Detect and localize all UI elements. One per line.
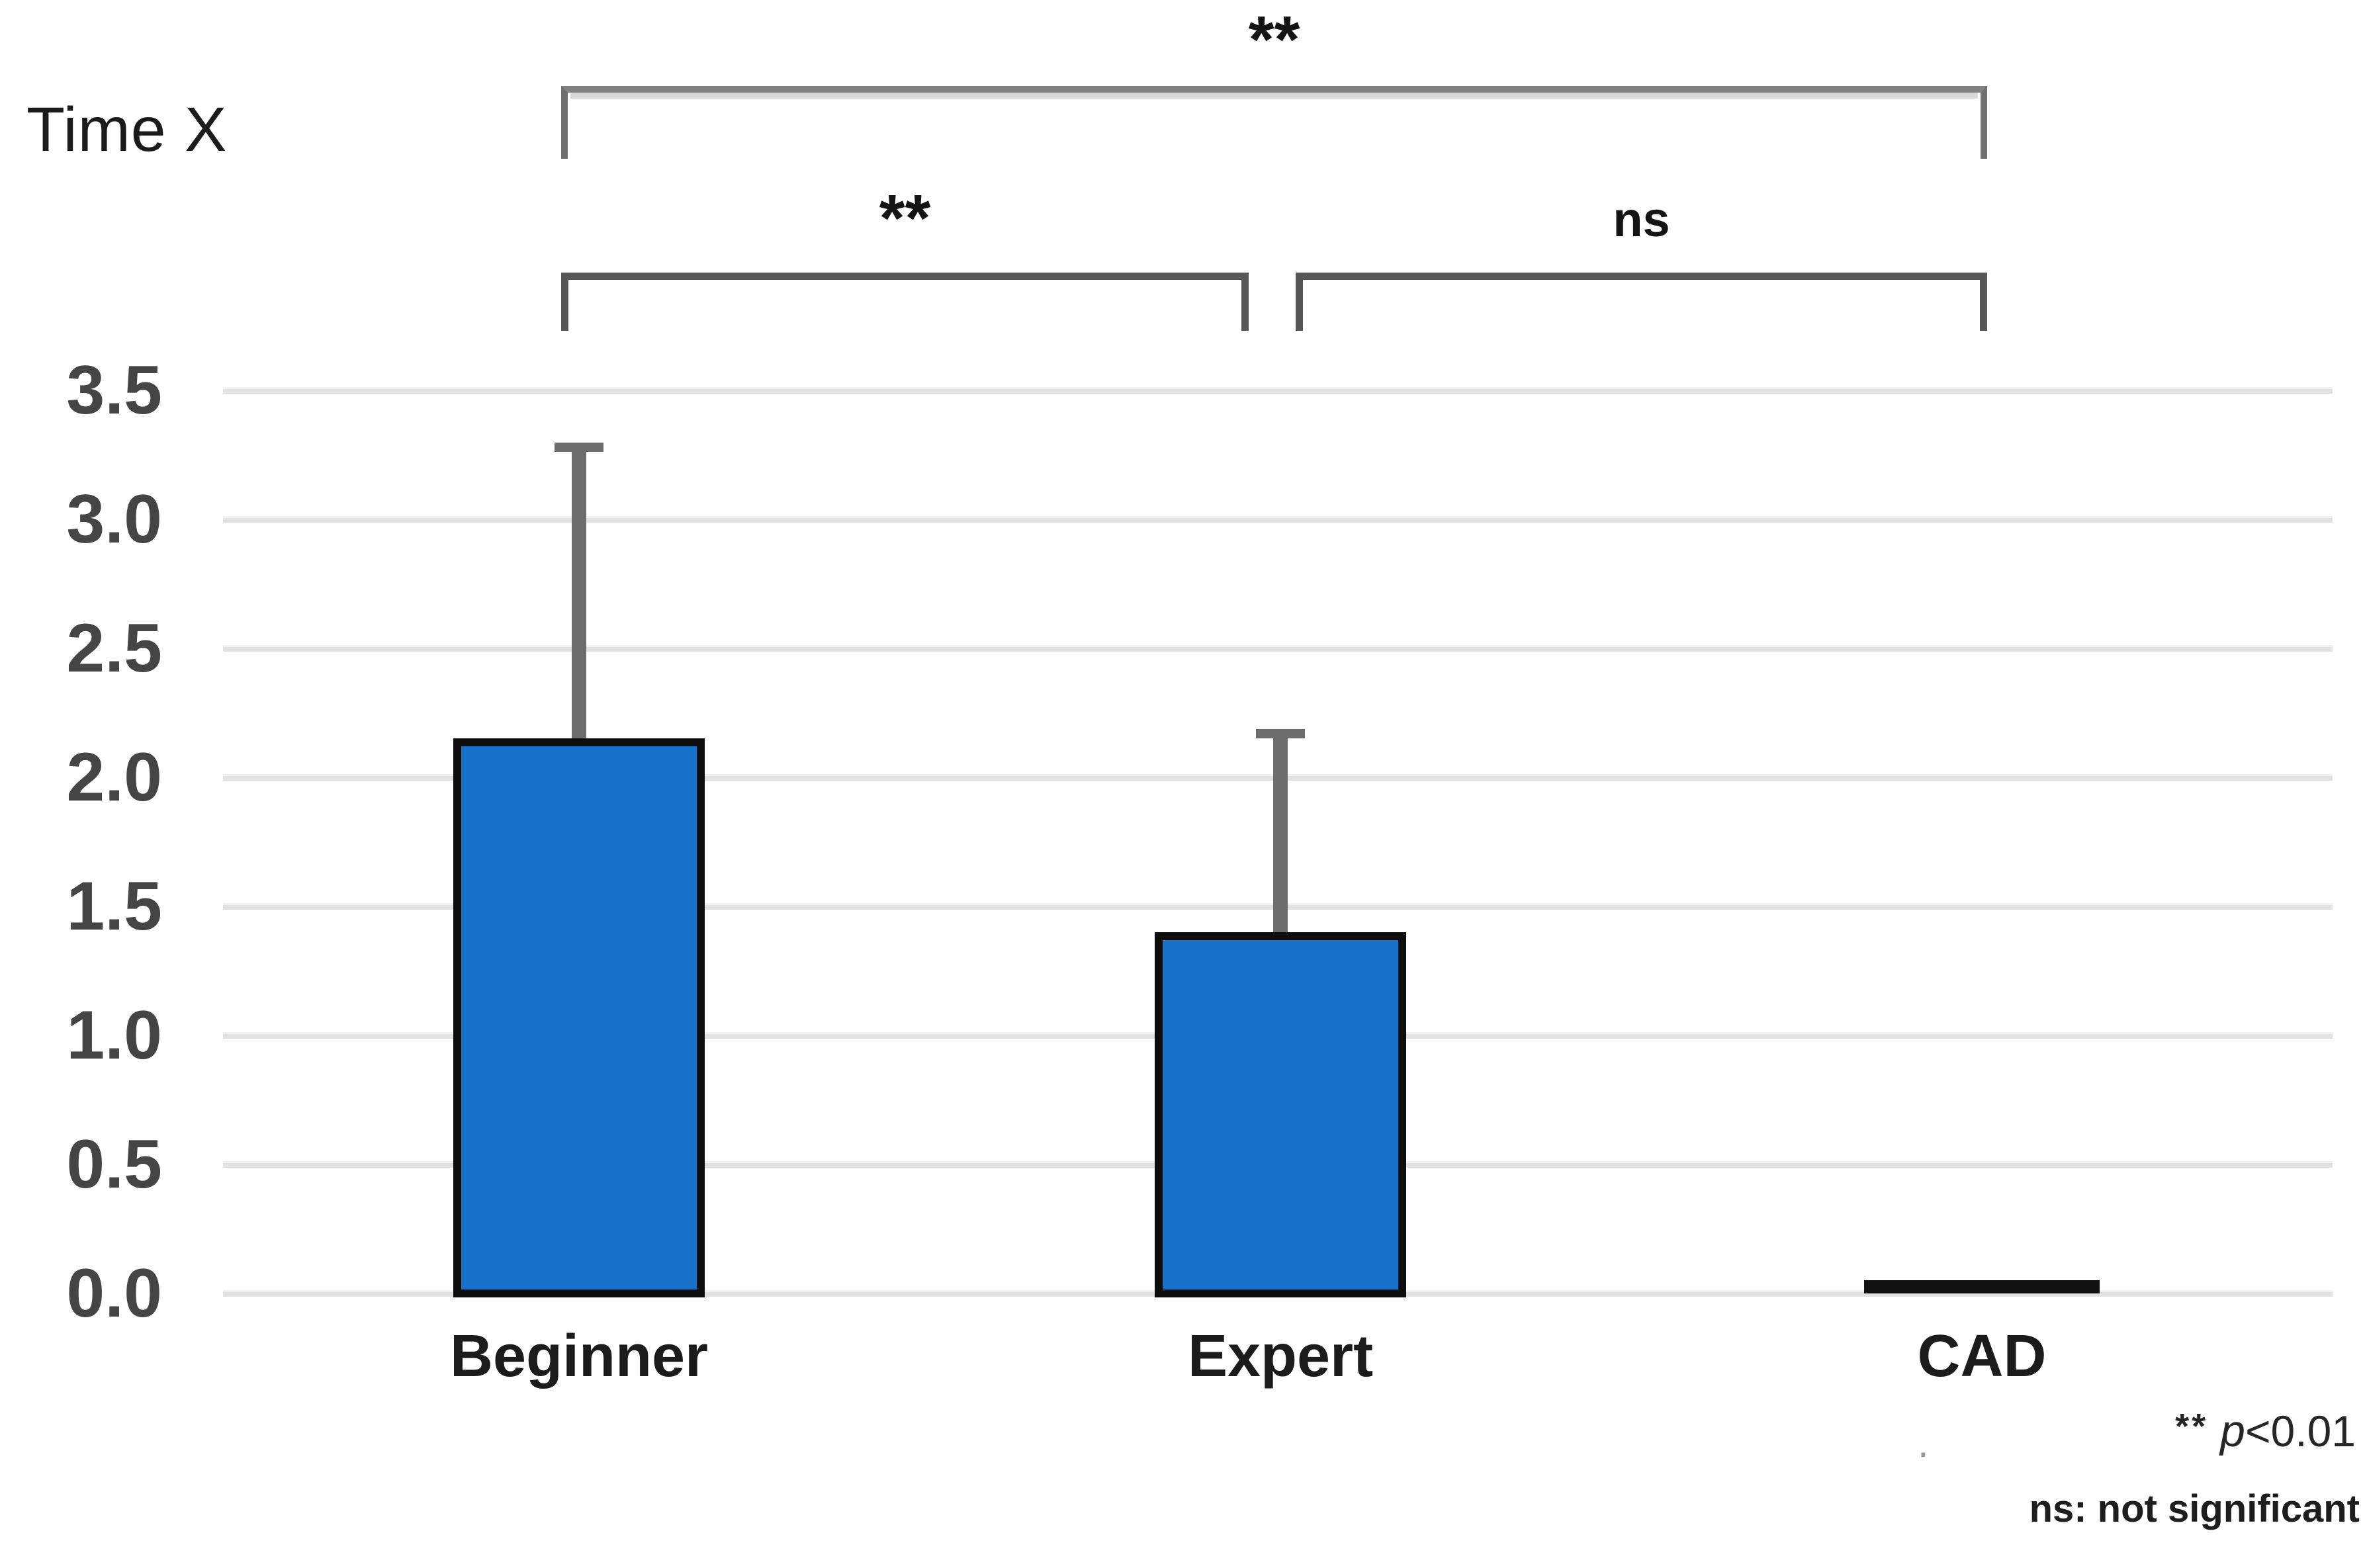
significance-note-ns: ns: not significant [2029, 1487, 2360, 1530]
y-tick-label: 3.5 [66, 352, 162, 429]
gridline [223, 387, 2333, 394]
stray-dot: . [1918, 1421, 1929, 1465]
significance-note-threshold: <0.01 [2245, 1407, 2356, 1456]
error-bar-stem-expert [1273, 733, 1288, 932]
y-tick-label: 1.0 [66, 997, 162, 1074]
sig-bracket-expert-cad [1296, 273, 1987, 331]
significance-note-p-symbol: p [2220, 1406, 2245, 1456]
x-label-cad: CAD [1917, 1323, 2047, 1389]
bar-beginner [453, 738, 705, 1297]
y-tick-label: 3.0 [66, 481, 162, 558]
y-tick-label: 0.5 [66, 1126, 162, 1203]
y-axis-title: Time X [26, 95, 228, 165]
y-tick-label: 2.5 [66, 610, 162, 687]
gridline [223, 516, 2333, 523]
y-tick-label: 1.5 [66, 868, 162, 945]
gridline [223, 645, 2333, 652]
y-tick-label: 0.0 [66, 1255, 162, 1332]
x-label-expert: Expert [1187, 1323, 1374, 1389]
error-bar-stem-beginner [572, 447, 586, 739]
significance-note-p: ** p<0.01 [2175, 1400, 2356, 1456]
bar-expert [1155, 932, 1406, 1297]
bracket-shadow-line [570, 93, 1978, 99]
significance-note-stars: ** [2175, 1407, 2209, 1446]
y-tick-label: 2.0 [66, 739, 162, 816]
sig-bracket-beginner-cad [561, 86, 1987, 159]
sig-bracket-beginner-expert [561, 273, 1249, 331]
sig-label-beginner-expert: ** [879, 181, 931, 255]
bar-cad [1864, 1280, 2100, 1293]
sig-label-beginner-cad: ** [1248, 3, 1300, 77]
x-label-beginner: Beginner [449, 1323, 709, 1389]
sig-label-expert-cad: ns [1613, 192, 1670, 247]
error-bar-cap-beginner [555, 442, 603, 452]
error-bar-cap-expert [1256, 728, 1305, 738]
